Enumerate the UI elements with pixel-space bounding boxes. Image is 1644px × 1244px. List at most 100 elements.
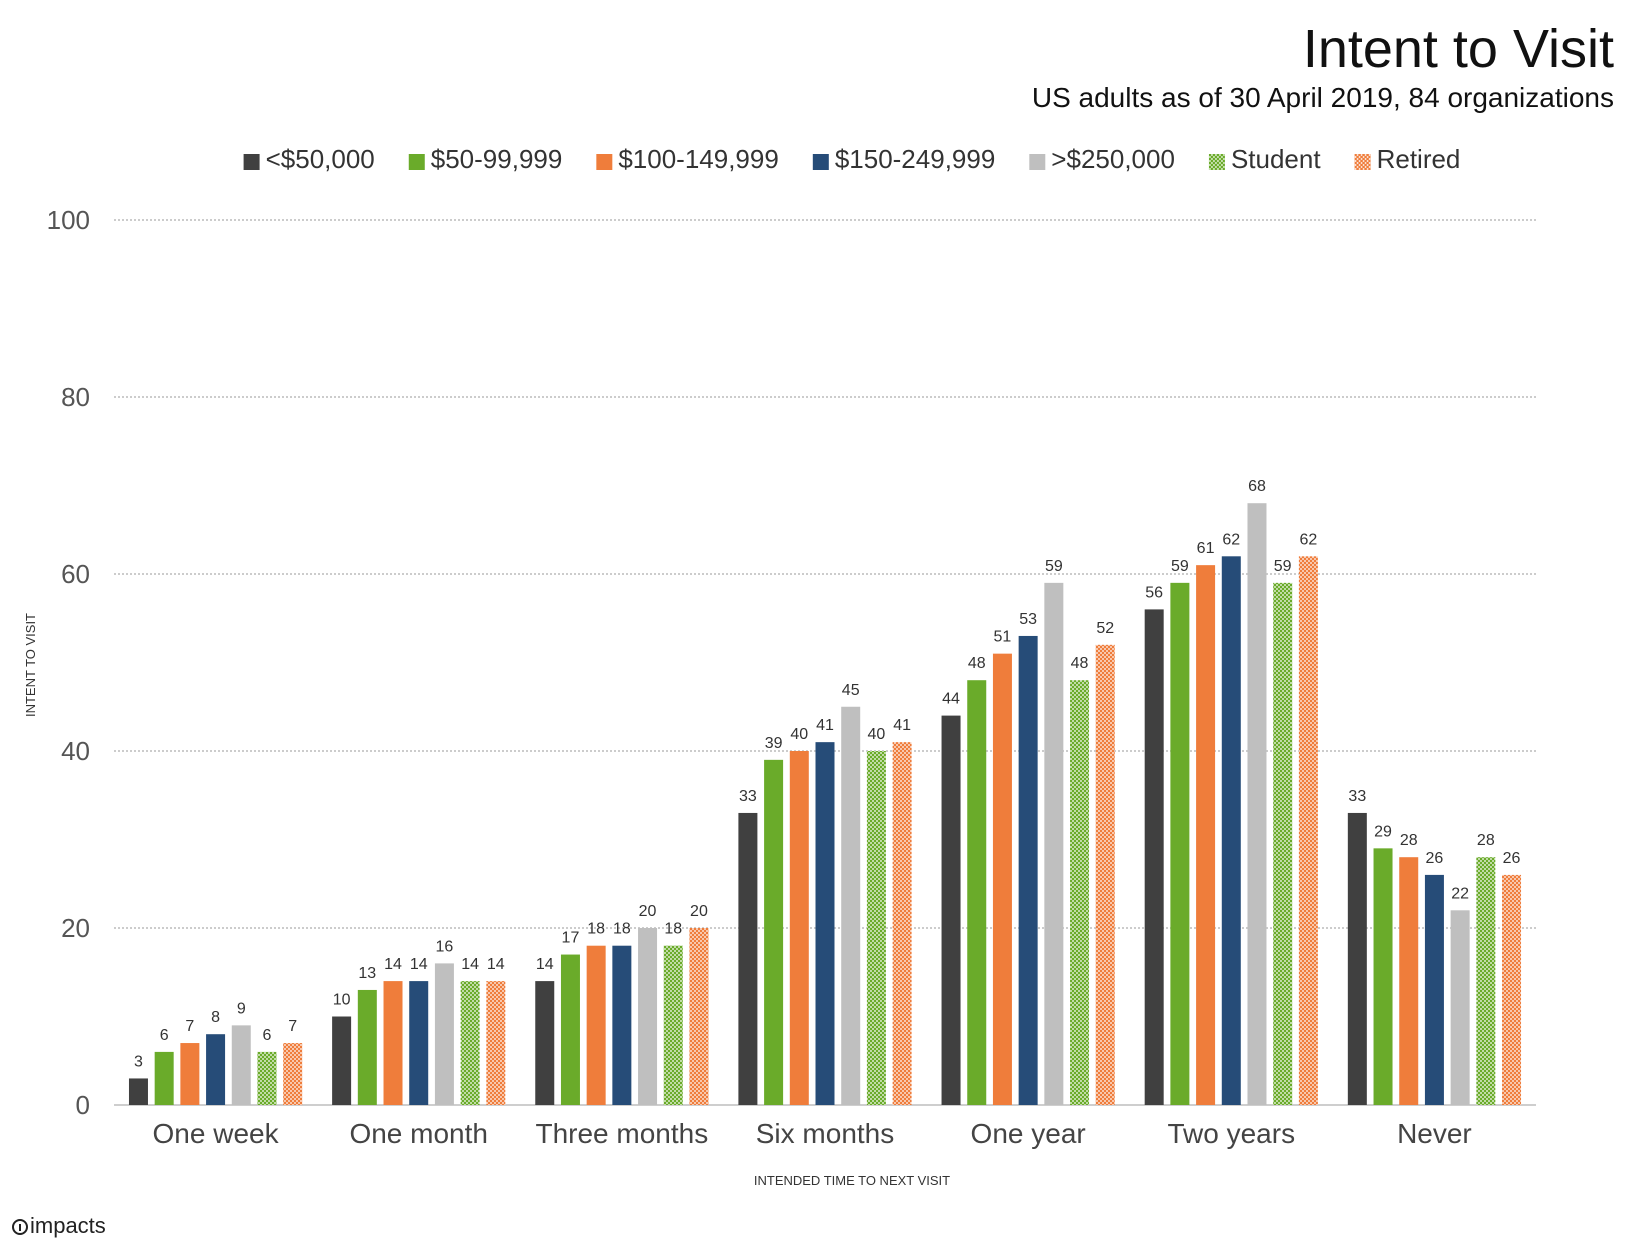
legend-item-250-000: >$250,000 bbox=[1029, 144, 1175, 174]
legend-item-150-249-999: $150-249,999 bbox=[812, 144, 995, 174]
y-tick-label: 80 bbox=[61, 382, 90, 412]
bar-six-months-retired bbox=[892, 742, 912, 1105]
bar-one-month-50-99-999 bbox=[357, 989, 377, 1105]
data-label: 7 bbox=[185, 1018, 194, 1035]
data-label: 59 bbox=[1171, 558, 1189, 575]
data-label: 14 bbox=[384, 956, 402, 973]
bar-three-months-retired bbox=[689, 928, 709, 1105]
legend-swatch bbox=[596, 154, 613, 170]
data-label: 17 bbox=[562, 930, 580, 947]
data-label: 59 bbox=[1045, 558, 1063, 575]
bar-never-150-249-999 bbox=[1424, 874, 1444, 1105]
legend-swatch bbox=[812, 154, 829, 170]
data-label: 16 bbox=[436, 938, 454, 955]
data-label: 41 bbox=[893, 717, 911, 734]
data-label: 26 bbox=[1426, 850, 1444, 867]
bar-one-year-100-149-999 bbox=[992, 653, 1012, 1105]
data-label: 26 bbox=[1503, 850, 1521, 867]
data-label: 48 bbox=[1071, 655, 1089, 672]
bar-one-month-150-249-999 bbox=[409, 981, 429, 1105]
data-label: 56 bbox=[1145, 584, 1163, 601]
legend-label: Student bbox=[1231, 144, 1321, 174]
legend-item-50-000: <$50,000 bbox=[243, 144, 375, 174]
data-label: 44 bbox=[942, 691, 960, 708]
bar-six-months-250-000 bbox=[841, 706, 861, 1105]
bar-three-months-100-149-999 bbox=[586, 945, 606, 1105]
legend-swatch bbox=[243, 154, 260, 170]
bar-six-months-50-000 bbox=[738, 812, 758, 1105]
bar-two-years-retired bbox=[1298, 556, 1318, 1105]
bar-one-week-student bbox=[257, 1051, 277, 1105]
data-label: 18 bbox=[587, 921, 605, 938]
data-label: 14 bbox=[461, 956, 479, 973]
x-tick-label-one-month: One month bbox=[349, 1118, 488, 1149]
data-label: 39 bbox=[765, 735, 783, 752]
data-label: 18 bbox=[613, 921, 631, 938]
bar-six-months-student bbox=[866, 751, 886, 1105]
data-label: 22 bbox=[1451, 885, 1469, 902]
data-label: 18 bbox=[664, 921, 682, 938]
data-label: 51 bbox=[994, 629, 1012, 646]
brand-name: impacts bbox=[30, 1213, 106, 1238]
x-axis: One week One month Three months Six months O… bbox=[153, 1118, 1472, 1188]
bar-one-month-retired bbox=[486, 981, 506, 1105]
data-label: 14 bbox=[410, 956, 428, 973]
bar-never-50-000 bbox=[1347, 812, 1367, 1105]
y-tick-label: 20 bbox=[61, 913, 90, 943]
data-label: 62 bbox=[1299, 531, 1317, 548]
bar-one-week-250-000 bbox=[231, 1025, 251, 1105]
legend-label: <$50,000 bbox=[266, 144, 375, 174]
data-label: 28 bbox=[1400, 832, 1418, 849]
bar-never-student bbox=[1476, 857, 1496, 1105]
bar-never-100-149-999 bbox=[1399, 857, 1419, 1105]
bar-six-months-50-99-999 bbox=[764, 759, 784, 1105]
brand-logo: impacts bbox=[12, 1213, 106, 1239]
bar-two-years-50-000 bbox=[1144, 609, 1164, 1105]
bar-six-months-100-149-999 bbox=[789, 751, 809, 1105]
legend-swatch bbox=[1208, 154, 1225, 170]
data-label: 14 bbox=[487, 956, 505, 973]
legend-item-100-149-999: $100-149,999 bbox=[596, 144, 779, 174]
bar-one-month-100-149-999 bbox=[383, 981, 403, 1105]
data-label: 62 bbox=[1222, 531, 1240, 548]
data-label: 61 bbox=[1197, 540, 1215, 557]
data-label: 9 bbox=[237, 1000, 246, 1017]
x-axis-title: INTENDED TIME TO NEXT VISIT bbox=[754, 1173, 950, 1188]
bar-one-year-250-000 bbox=[1044, 582, 1064, 1105]
x-tick-label-one-week: One week bbox=[153, 1118, 280, 1149]
legend-item-retired: Retired bbox=[1354, 144, 1460, 174]
bar-three-months-student bbox=[663, 945, 683, 1105]
bar-two-years-250-000 bbox=[1247, 503, 1267, 1105]
data-label: 40 bbox=[790, 726, 808, 743]
bar-one-month-50-000 bbox=[332, 1016, 352, 1105]
bar-three-months-50-99-999 bbox=[560, 954, 580, 1105]
impacts-logo-icon bbox=[12, 1219, 28, 1235]
legend-item-student: Student bbox=[1208, 144, 1321, 174]
data-label: 53 bbox=[1019, 611, 1037, 628]
bar-one-week-100-149-999 bbox=[180, 1043, 200, 1105]
bar-one-year-50-000 bbox=[941, 715, 961, 1105]
data-label: 40 bbox=[868, 726, 886, 743]
data-label: 6 bbox=[160, 1027, 169, 1044]
bar-two-years-student bbox=[1273, 582, 1293, 1105]
data-label: 45 bbox=[842, 682, 860, 699]
data-label: 20 bbox=[690, 903, 708, 920]
bar-never-retired bbox=[1502, 874, 1522, 1105]
data-label: 52 bbox=[1096, 620, 1114, 637]
x-tick-label-never: Never bbox=[1397, 1118, 1472, 1149]
bars bbox=[128, 503, 1522, 1105]
bar-never-50-99-999 bbox=[1373, 848, 1393, 1105]
x-tick-label-two-years: Two years bbox=[1167, 1118, 1295, 1149]
legend-swatch bbox=[1029, 154, 1046, 170]
data-label: 6 bbox=[263, 1027, 272, 1044]
data-label: 8 bbox=[211, 1009, 220, 1026]
data-label: 41 bbox=[816, 717, 834, 734]
bar-one-week-retired bbox=[283, 1043, 303, 1105]
data-label: 10 bbox=[333, 992, 351, 1009]
bar-two-years-150-249-999 bbox=[1221, 556, 1241, 1105]
bar-one-year-150-249-999 bbox=[1018, 635, 1038, 1105]
data-label: 48 bbox=[968, 655, 986, 672]
data-label: 14 bbox=[536, 956, 554, 973]
